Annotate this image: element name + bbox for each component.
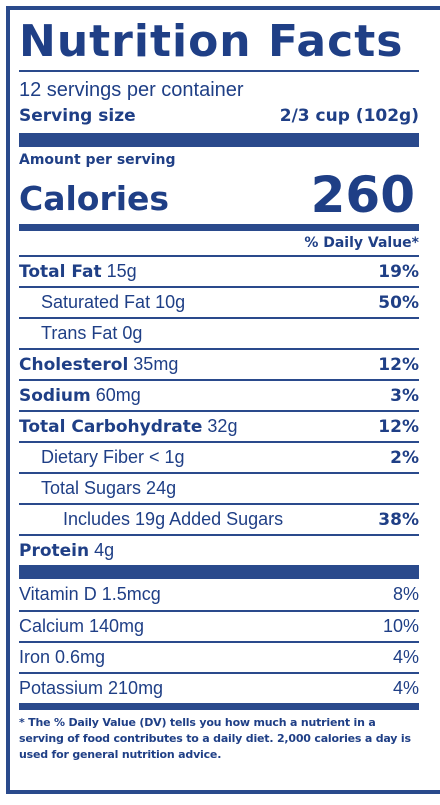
- nutrient-label: Protein 4g: [19, 540, 114, 561]
- vitamin-row-potassium: Potassium 210mg 4%: [19, 672, 419, 703]
- nutrition-label: Nutrition Facts 12 servings per containe…: [6, 6, 440, 794]
- nutrient-name: Protein: [19, 541, 90, 561]
- vitamin-name: Iron 0.6mg: [19, 647, 106, 667]
- nutrient-amount: 32g: [207, 416, 238, 436]
- calories-row: Calories 260: [19, 170, 419, 220]
- nutrient-dv: 3%: [390, 385, 419, 406]
- label-title: Nutrition Facts: [19, 16, 404, 67]
- nutrient-name: Cholesterol: [19, 355, 129, 375]
- daily-value-header: % Daily Value*: [304, 235, 419, 251]
- nutrition-label-content: Nutrition Facts 12 servings per containe…: [19, 14, 419, 763]
- nutrient-amount: 35mg: [133, 354, 179, 374]
- nutrient-name: Dietary Fiber < 1g: [41, 447, 185, 467]
- nutrient-amount: 4g: [94, 540, 115, 560]
- calories-divider: [19, 224, 419, 231]
- vitamin-name: Potassium 210mg: [19, 678, 164, 698]
- nutrient-label: Total Carbohydrate 32g: [19, 416, 237, 437]
- nutrient-dv: 2%: [390, 447, 419, 468]
- footnote-divider: [19, 703, 419, 710]
- nutrient-dv: 38%: [378, 509, 419, 530]
- nutrient-amount: 15g: [106, 261, 137, 281]
- vitamin-dv: 4%: [392, 647, 419, 667]
- nutrient-row-dietary-fiber: Dietary Fiber < 1g 2%: [19, 441, 419, 472]
- vitamin-row-iron: Iron 0.6mg 4%: [19, 641, 419, 672]
- nutrient-name: Trans Fat 0g: [41, 323, 143, 343]
- nutrient-name: Includes 19g Added Sugars: [63, 509, 284, 529]
- nutrient-dv: 19%: [378, 261, 419, 282]
- servings-per-container: 12 servings per container: [19, 79, 244, 101]
- vitamin-dv: 4%: [392, 678, 419, 698]
- nutrient-name: Sodium: [19, 386, 91, 406]
- nutrient-row-total-carbohydrate: Total Carbohydrate 32g 12%: [19, 410, 419, 441]
- nutrient-row-sodium: Sodium 60mg 3%: [19, 379, 419, 410]
- nutrient-dv: 50%: [378, 292, 419, 313]
- nutrient-name: Total Carbohydrate: [19, 417, 203, 437]
- nutrient-row-protein: Protein 4g: [19, 534, 419, 565]
- serving-size-label: Serving size: [19, 106, 136, 126]
- vitamin-name: Calcium 140mg: [19, 616, 145, 636]
- vitamin-dv: 8%: [392, 584, 419, 604]
- nutrient-name: Total Sugars 24g: [41, 478, 177, 498]
- vitamins-divider: [19, 565, 419, 579]
- nutrient-dv: 12%: [378, 416, 419, 437]
- nutrient-row-total-sugars: Total Sugars 24g: [19, 472, 419, 503]
- vitamin-row-calcium: Calcium 140mg 10%: [19, 610, 419, 641]
- nutrient-name: Saturated Fat 10g: [41, 292, 186, 312]
- serving-size-value: 2/3 cup (102g): [279, 106, 419, 126]
- vitamin-row-vitamin-d: Vitamin D 1.5mcg 8%: [19, 579, 419, 610]
- serving-size-row: Serving size 2/3 cup (102g): [19, 103, 419, 129]
- calories-label: Calories: [19, 179, 170, 218]
- nutrient-label: Cholesterol 35mg: [19, 354, 178, 375]
- nutrient-row-total-fat: Total Fat 15g 19%: [19, 255, 419, 286]
- nutrient-row-saturated-fat: Saturated Fat 10g 50%: [19, 286, 419, 317]
- daily-value-footnote: * The % Daily Value (DV) tells you how m…: [19, 716, 411, 761]
- vitamin-name: Vitamin D 1.5mcg: [19, 584, 161, 604]
- nutrient-row-cholesterol: Cholesterol 35mg 12%: [19, 348, 419, 379]
- nutrient-name: Total Fat: [19, 262, 102, 282]
- nutrient-row-trans-fat: Trans Fat 0g: [19, 317, 419, 348]
- nutrient-row-added-sugars: Includes 19g Added Sugars 38%: [19, 503, 419, 534]
- amount-per-serving: Amount per serving: [19, 152, 176, 168]
- nutrient-amount: 60mg: [95, 385, 141, 405]
- title-divider: [19, 70, 419, 72]
- serving-divider: [19, 133, 419, 147]
- nutrient-dv: 12%: [378, 354, 419, 375]
- vitamin-dv: 10%: [382, 616, 419, 636]
- nutrient-label: Total Fat 15g: [19, 261, 137, 282]
- calories-value: 260: [310, 166, 415, 224]
- nutrient-label: Sodium 60mg: [19, 385, 141, 406]
